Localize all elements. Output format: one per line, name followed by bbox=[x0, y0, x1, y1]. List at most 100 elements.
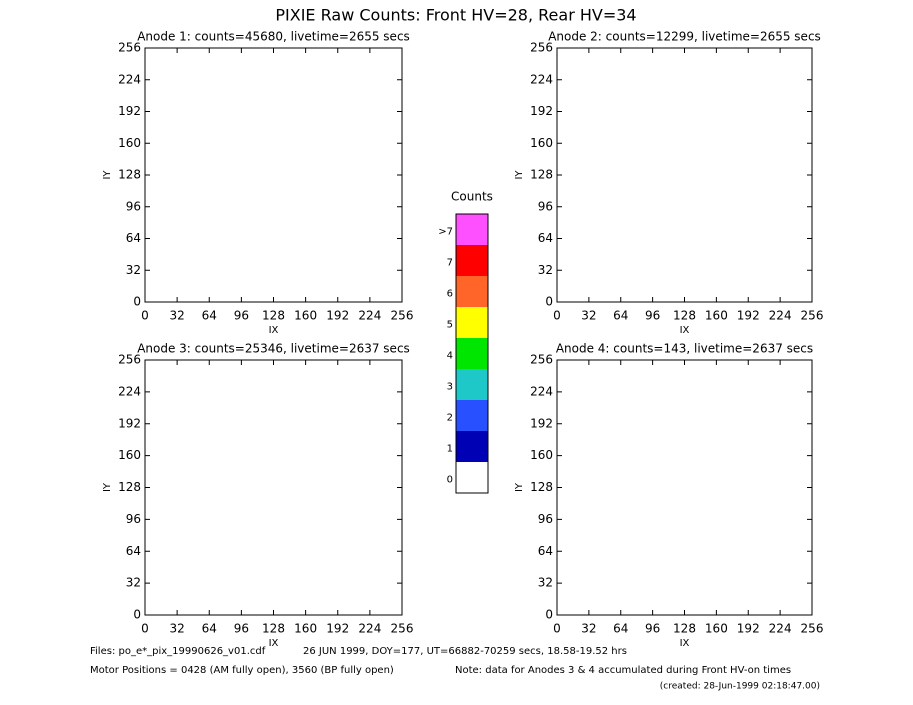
x-tick-label: 64 bbox=[202, 622, 217, 636]
x-tick-label: 128 bbox=[262, 622, 285, 636]
x-tick-label: 256 bbox=[801, 309, 824, 323]
x-axis-label: IX bbox=[680, 325, 690, 336]
colorbar-label: >7 bbox=[438, 227, 453, 238]
x-tick-label: 32 bbox=[169, 309, 184, 323]
y-tick-label: 224 bbox=[118, 72, 141, 86]
x-tick-label: 192 bbox=[737, 622, 760, 636]
y-tick-label: 160 bbox=[118, 448, 141, 462]
colorbar-label: 1 bbox=[447, 444, 453, 455]
colorbar-swatch bbox=[456, 369, 488, 400]
x-tick-label: 32 bbox=[581, 622, 596, 636]
y-tick-label: 32 bbox=[126, 263, 141, 277]
y-tick-label: 128 bbox=[118, 168, 141, 182]
x-tick-label: 192 bbox=[737, 309, 760, 323]
y-tick-label: 192 bbox=[118, 104, 141, 118]
x-tick-label: 0 bbox=[553, 309, 561, 323]
footer-files: Files: po_e*_pix_19990626_v01.cdf bbox=[90, 646, 266, 657]
x-tick-label: 160 bbox=[705, 309, 728, 323]
panel-title: Anode 2: counts=12299, livetime=2655 sec… bbox=[548, 30, 821, 44]
x-tick-label: 256 bbox=[391, 309, 414, 323]
y-tick-label: 64 bbox=[538, 544, 553, 558]
x-tick-label: 96 bbox=[645, 622, 660, 636]
x-tick-label: 128 bbox=[673, 622, 696, 636]
colorbar-swatch bbox=[456, 431, 488, 462]
y-tick-label: 96 bbox=[126, 199, 141, 213]
x-tick-label: 224 bbox=[769, 309, 792, 323]
x-tick-label: 224 bbox=[358, 309, 381, 323]
panel-title: Anode 1: counts=45680, livetime=2655 sec… bbox=[137, 30, 410, 44]
figure-title: PIXIE Raw Counts: Front HV=28, Rear HV=3… bbox=[275, 6, 636, 25]
x-tick-label: 64 bbox=[613, 622, 628, 636]
x-axis-label: IX bbox=[269, 325, 279, 336]
x-tick-label: 64 bbox=[613, 309, 628, 323]
y-tick-label: 192 bbox=[530, 416, 553, 430]
colorbar-frame bbox=[455, 213, 489, 494]
y-tick-label: 32 bbox=[126, 576, 141, 590]
x-tick-label: 96 bbox=[234, 622, 249, 636]
colorbar-swatch bbox=[456, 307, 488, 338]
colorbar-swatch bbox=[456, 400, 488, 431]
y-tick-label: 32 bbox=[538, 263, 553, 277]
x-tick-label: 0 bbox=[141, 309, 149, 323]
y-axis-label: IY bbox=[102, 170, 113, 180]
x-tick-label: 0 bbox=[141, 622, 149, 636]
y-tick-label: 96 bbox=[538, 512, 553, 526]
x-tick-label: 160 bbox=[294, 622, 317, 636]
y-tick-label: 32 bbox=[538, 576, 553, 590]
y-tick-label: 160 bbox=[530, 136, 553, 150]
y-tick-label: 64 bbox=[538, 231, 553, 245]
y-tick-label: 64 bbox=[126, 231, 141, 245]
colorbar-label: 3 bbox=[447, 382, 453, 393]
colorbar-label: 4 bbox=[447, 351, 453, 362]
x-tick-label: 192 bbox=[326, 309, 349, 323]
y-tick-label: 0 bbox=[133, 608, 141, 622]
colorbar-label: 6 bbox=[447, 289, 453, 300]
y-axis-label: IY bbox=[514, 482, 525, 492]
y-tick-label: 192 bbox=[118, 416, 141, 430]
y-tick-label: 256 bbox=[530, 41, 553, 55]
x-tick-label: 32 bbox=[169, 622, 184, 636]
x-axis-label: IX bbox=[269, 638, 279, 649]
footer-date: 26 JUN 1999, DOY=177, UT=66882-70259 sec… bbox=[303, 646, 627, 657]
footer-note: Note: data for Anodes 3 & 4 accumulated … bbox=[455, 665, 791, 676]
x-tick-label: 128 bbox=[262, 309, 285, 323]
y-tick-label: 224 bbox=[530, 72, 553, 86]
y-tick-label: 160 bbox=[530, 448, 553, 462]
x-tick-label: 128 bbox=[673, 309, 696, 323]
colorbar-label: 5 bbox=[447, 320, 453, 331]
x-tick-label: 160 bbox=[294, 309, 317, 323]
x-tick-label: 224 bbox=[769, 622, 792, 636]
panel-title: Anode 4: counts=143, livetime=2637 secs bbox=[556, 342, 813, 356]
x-tick-label: 256 bbox=[801, 622, 824, 636]
colorbar-swatch bbox=[456, 462, 488, 493]
y-tick-label: 96 bbox=[126, 512, 141, 526]
x-tick-label: 96 bbox=[645, 309, 660, 323]
y-tick-label: 224 bbox=[530, 384, 553, 398]
x-tick-label: 224 bbox=[358, 622, 381, 636]
y-axis-label: IY bbox=[514, 170, 525, 180]
colorbar-swatch bbox=[456, 245, 488, 276]
x-tick-label: 96 bbox=[234, 309, 249, 323]
x-tick-label: 256 bbox=[391, 622, 414, 636]
x-axis-label: IX bbox=[680, 638, 690, 649]
y-tick-label: 160 bbox=[118, 136, 141, 150]
y-tick-label: 256 bbox=[118, 41, 141, 55]
colorbar-swatch bbox=[456, 214, 488, 245]
y-tick-label: 128 bbox=[530, 480, 553, 494]
x-tick-label: 64 bbox=[202, 309, 217, 323]
y-tick-label: 192 bbox=[530, 104, 553, 118]
y-tick-label: 64 bbox=[126, 544, 141, 558]
colorbar-title: Counts bbox=[451, 190, 493, 204]
y-tick-label: 0 bbox=[545, 608, 553, 622]
colorbar-swatch bbox=[456, 276, 488, 307]
colorbar-label: 2 bbox=[447, 413, 453, 424]
colorbar-label: 7 bbox=[447, 258, 453, 269]
colorbar-swatch bbox=[456, 338, 488, 369]
y-tick-label: 0 bbox=[133, 295, 141, 309]
x-tick-label: 0 bbox=[553, 622, 561, 636]
y-tick-label: 128 bbox=[118, 480, 141, 494]
panel-title: Anode 3: counts=25346, livetime=2637 sec… bbox=[137, 342, 410, 356]
footer-created: (created: 28-Jun-1999 02:18:47.00) bbox=[660, 682, 820, 692]
